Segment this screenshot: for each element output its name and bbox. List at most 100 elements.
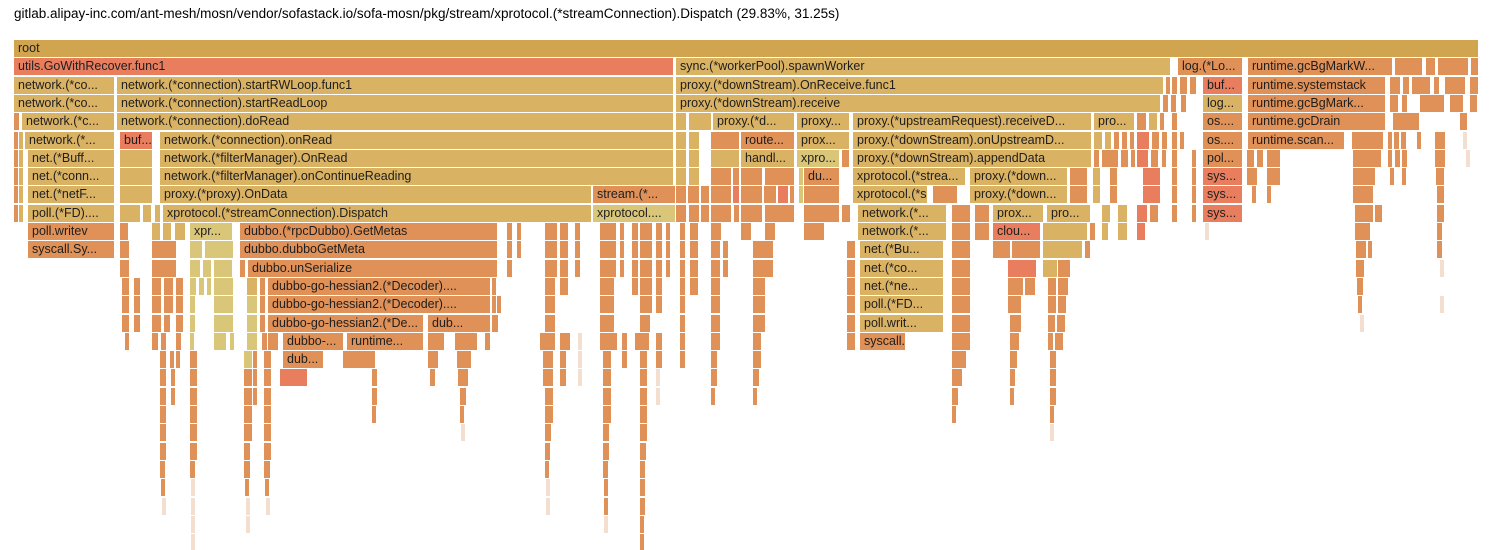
flame-block[interactable]: dubbo-go-hessian2.(*Decoder).... — [268, 277, 490, 295]
flame-block[interactable] — [1058, 296, 1066, 314]
flame-block[interactable] — [680, 259, 685, 277]
flame-block[interactable] — [1137, 149, 1148, 167]
flame-block[interactable] — [1434, 76, 1439, 94]
flame-block[interactable] — [171, 387, 175, 405]
flame-block[interactable]: network.(*filterManager).OnRead — [160, 149, 673, 167]
flame-block[interactable] — [214, 259, 232, 277]
flame-block[interactable] — [711, 204, 731, 222]
flame-block[interactable] — [603, 351, 611, 369]
flame-block[interactable]: syscall.Sy... — [28, 241, 114, 259]
flame-block[interactable] — [1466, 149, 1470, 167]
flame-block[interactable] — [19, 131, 23, 149]
flame-block[interactable] — [264, 442, 271, 460]
flame-block[interactable]: proxy.(*down... — [970, 168, 1067, 186]
flame-block[interactable]: net.(*Buff... — [28, 149, 114, 167]
flame-block[interactable] — [497, 296, 501, 314]
flame-block[interactable] — [1438, 58, 1468, 76]
flame-block[interactable]: network.(*... — [858, 204, 946, 222]
flame-block[interactable] — [560, 223, 568, 240]
flame-block[interactable] — [1121, 149, 1128, 167]
flame-block[interactable] — [656, 296, 662, 314]
flame-block[interactable] — [656, 332, 662, 350]
flame-block[interactable] — [190, 369, 197, 387]
flame-block[interactable] — [603, 369, 611, 387]
flame-block[interactable] — [253, 387, 257, 405]
flame-block[interactable]: network.(*... — [858, 223, 946, 240]
flame-block[interactable] — [689, 131, 699, 149]
flame-block[interactable] — [122, 314, 129, 332]
flame-block[interactable] — [632, 223, 638, 240]
flame-block[interactable] — [711, 296, 720, 314]
flame-block[interactable] — [640, 314, 650, 332]
flame-block[interactable] — [428, 351, 438, 369]
flame-block[interactable] — [656, 351, 662, 369]
flame-block[interactable] — [741, 223, 751, 240]
flame-block[interactable] — [622, 332, 627, 350]
flame-block[interactable] — [701, 186, 709, 204]
flame-block[interactable] — [1463, 131, 1467, 149]
flame-block[interactable] — [155, 204, 160, 222]
flame-block[interactable] — [1247, 149, 1254, 167]
flame-block[interactable] — [191, 479, 195, 497]
flame-block[interactable] — [230, 332, 234, 350]
flame-block[interactable] — [753, 332, 761, 350]
flame-block[interactable] — [546, 497, 550, 515]
flame-block[interactable] — [1352, 131, 1383, 149]
flame-block[interactable]: proxy.(*downStream).onUpstreamD... — [853, 131, 1091, 149]
flame-block[interactable] — [600, 223, 616, 240]
flame-block[interactable] — [640, 479, 645, 497]
flame-block[interactable] — [244, 351, 252, 369]
flame-block[interactable] — [1395, 58, 1422, 76]
flame-block[interactable] — [1118, 204, 1127, 222]
flame-block[interactable] — [753, 241, 773, 259]
flame-block[interactable]: dub... — [428, 314, 490, 332]
flame-block[interactable] — [690, 241, 698, 259]
flame-block[interactable] — [711, 168, 731, 186]
flame-block[interactable] — [1390, 94, 1398, 112]
flame-block[interactable] — [1057, 314, 1065, 332]
flame-block[interactable] — [190, 424, 197, 442]
flame-block[interactable] — [1172, 168, 1177, 186]
flame-block[interactable] — [1010, 387, 1014, 405]
flame-block[interactable] — [952, 314, 970, 332]
flame-block[interactable] — [1402, 168, 1406, 186]
flame-block[interactable] — [1355, 223, 1370, 240]
flame-block[interactable] — [492, 277, 496, 295]
flame-block[interactable] — [1460, 113, 1467, 131]
flame-block[interactable] — [190, 259, 200, 277]
flame-block[interactable] — [778, 186, 788, 204]
flame-block[interactable] — [689, 149, 699, 167]
flame-block[interactable]: runtime.gcDrain — [1248, 113, 1385, 131]
flame-block[interactable] — [993, 241, 1010, 259]
flame-block[interactable] — [600, 332, 617, 350]
flame-block[interactable] — [1172, 186, 1177, 204]
flame-block[interactable] — [1010, 351, 1017, 369]
flame-block[interactable] — [492, 314, 498, 332]
flame-block[interactable] — [620, 223, 624, 240]
flame-block[interactable] — [247, 296, 257, 314]
flame-block[interactable] — [711, 369, 717, 387]
flame-block[interactable] — [1172, 131, 1177, 149]
flame-block[interactable]: network.(*c... — [22, 113, 114, 131]
flame-block[interactable] — [765, 204, 794, 222]
flame-block[interactable] — [1048, 314, 1055, 332]
flame-block[interactable] — [952, 277, 970, 295]
flame-block[interactable] — [545, 424, 551, 442]
flame-block[interactable]: du... — [804, 168, 839, 186]
flame-block[interactable]: buf... — [1203, 76, 1242, 94]
flame-block[interactable] — [120, 168, 152, 186]
flame-block[interactable] — [120, 186, 152, 204]
flame-block[interactable] — [1048, 277, 1056, 295]
flame-block[interactable] — [711, 387, 715, 405]
flame-block[interactable] — [701, 204, 709, 222]
flame-block[interactable] — [842, 204, 850, 222]
flame-block[interactable] — [600, 259, 616, 277]
flame-block[interactable] — [1426, 58, 1435, 76]
flame-block[interactable]: prox... — [797, 131, 849, 149]
flame-block[interactable] — [560, 277, 568, 295]
flame-block[interactable] — [847, 241, 855, 259]
flame-block[interactable] — [268, 332, 278, 350]
flame-block[interactable] — [120, 149, 152, 167]
flame-block[interactable] — [656, 387, 660, 405]
flame-block[interactable] — [120, 204, 140, 222]
